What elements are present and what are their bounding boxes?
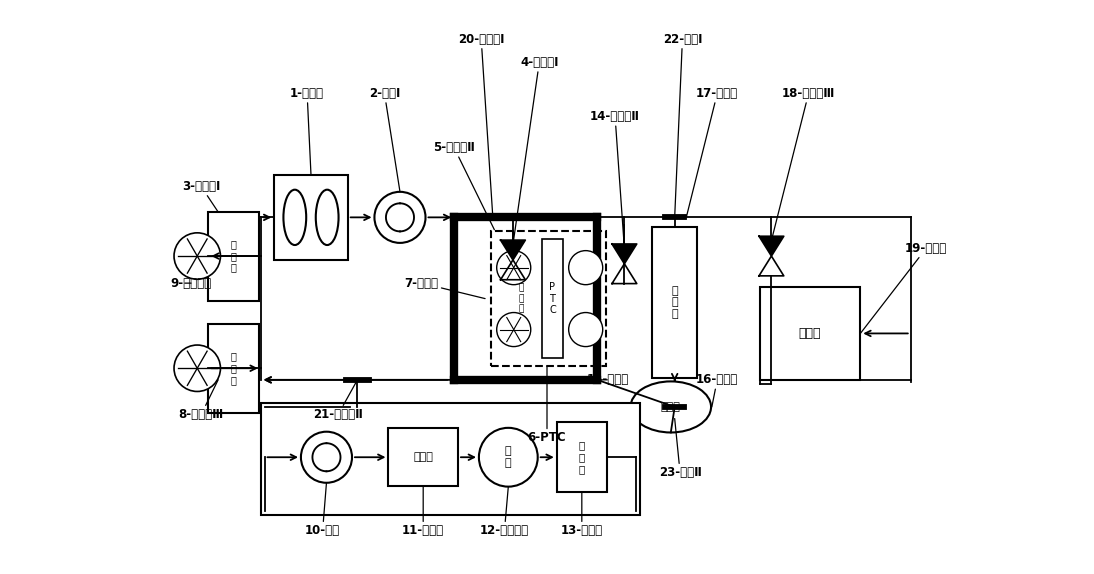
Ellipse shape <box>316 189 338 245</box>
Text: 11-逆变器: 11-逆变器 <box>403 486 444 537</box>
Text: 13-发电机: 13-发电机 <box>561 492 603 537</box>
Text: 4-电磁阀Ⅰ: 4-电磁阀Ⅰ <box>513 56 559 245</box>
Text: 3-散热器Ⅰ: 3-散热器Ⅰ <box>182 180 220 212</box>
Text: 23-三通Ⅱ: 23-三通Ⅱ <box>659 418 701 479</box>
Circle shape <box>479 428 538 487</box>
Text: 19-电池包: 19-电池包 <box>860 242 947 333</box>
Text: 2-水泵Ⅰ: 2-水泵Ⅰ <box>369 87 400 192</box>
Text: 电
机: 电 机 <box>505 447 512 468</box>
Bar <box>652 227 697 378</box>
Circle shape <box>569 251 603 285</box>
Polygon shape <box>759 236 783 256</box>
Text: 散
热
器: 散 热 器 <box>231 239 236 273</box>
Polygon shape <box>501 240 525 260</box>
Text: 发
电
机: 发 电 机 <box>579 441 585 474</box>
Text: 16-压缩机: 16-压缩机 <box>696 373 738 407</box>
Circle shape <box>174 345 221 391</box>
Ellipse shape <box>630 381 711 432</box>
Bar <box>491 231 606 366</box>
Text: 5-散热器Ⅱ: 5-散热器Ⅱ <box>433 141 494 230</box>
Text: 10-水泵: 10-水泵 <box>305 483 340 537</box>
Text: 21-四通管Ⅱ: 21-四通管Ⅱ <box>313 380 363 421</box>
Text: 17-冷凝器: 17-冷凝器 <box>686 87 738 218</box>
Bar <box>542 239 563 358</box>
Text: 电池包: 电池包 <box>799 327 822 340</box>
Text: 压缩机: 压缩机 <box>661 402 680 412</box>
Text: 1-发动机: 1-发动机 <box>290 87 324 175</box>
Text: 散
热
器: 散 热 器 <box>519 284 524 313</box>
Circle shape <box>301 432 352 483</box>
Circle shape <box>174 233 221 280</box>
Text: 6-PTC: 6-PTC <box>527 367 567 444</box>
Text: 7-鼓风机: 7-鼓风机 <box>405 277 485 298</box>
Text: P
T
C: P T C <box>549 282 556 315</box>
Ellipse shape <box>283 189 306 245</box>
Bar <box>209 324 259 413</box>
Bar <box>260 403 640 515</box>
Text: 逆变器: 逆变器 <box>414 452 433 462</box>
Bar <box>209 212 259 301</box>
Text: 8-散热器Ⅲ: 8-散热器Ⅲ <box>178 380 224 421</box>
Bar <box>388 428 458 486</box>
Polygon shape <box>612 244 637 264</box>
Circle shape <box>569 312 603 347</box>
Text: 18-电磁阀Ⅲ: 18-电磁阀Ⅲ <box>771 87 835 241</box>
Text: 12-驱动电机: 12-驱动电机 <box>480 487 529 537</box>
Bar <box>760 287 860 380</box>
Text: 冷
凝
器: 冷 凝 器 <box>672 286 678 319</box>
Bar <box>275 175 348 260</box>
Text: 20-四通管Ⅰ: 20-四通管Ⅰ <box>458 33 504 218</box>
Text: 14-电磁阀Ⅱ: 14-电磁阀Ⅱ <box>590 110 640 249</box>
Text: 22-三通Ⅰ: 22-三通Ⅰ <box>663 33 702 218</box>
Text: 散
热
器: 散 热 器 <box>231 352 236 385</box>
Circle shape <box>497 251 531 285</box>
Text: 9-冷却风扇: 9-冷却风扇 <box>171 277 211 290</box>
Bar <box>557 422 607 492</box>
Text: 蒸
发
器: 蒸 发 器 <box>592 284 597 313</box>
Circle shape <box>497 312 531 347</box>
Circle shape <box>374 192 426 243</box>
Text: 15-蝗发器: 15-蝗发器 <box>586 373 628 386</box>
